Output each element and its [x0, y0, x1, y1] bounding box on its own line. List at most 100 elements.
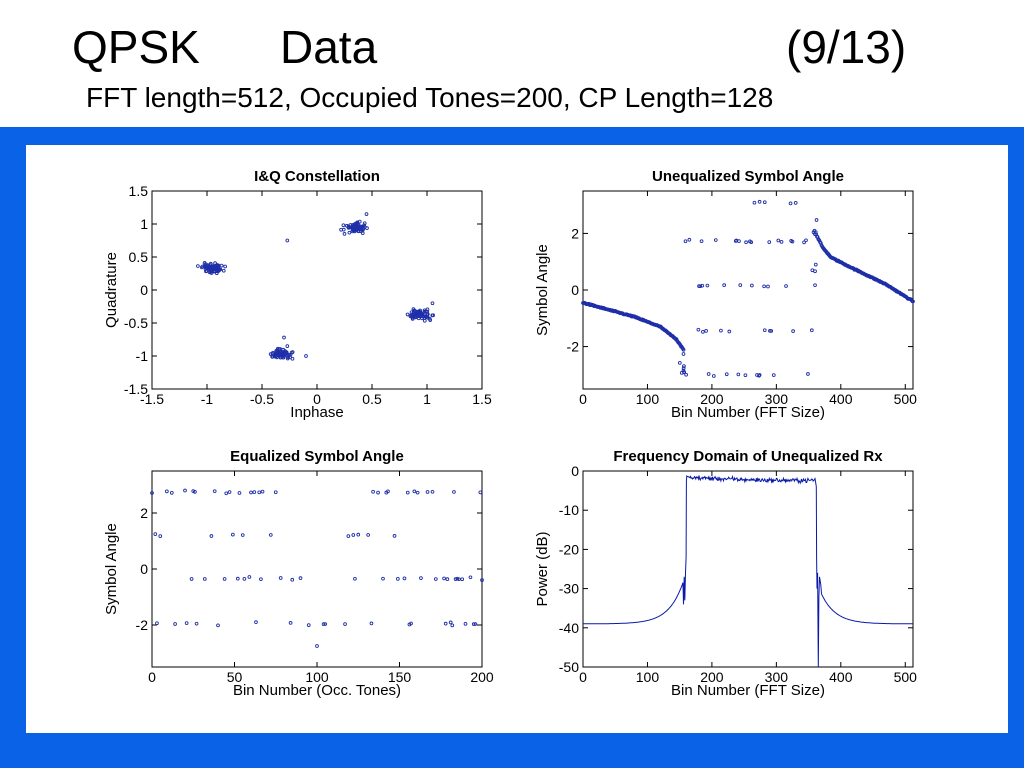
angle-point	[366, 533, 370, 537]
constellation-point	[350, 224, 354, 229]
constellation-point	[278, 355, 283, 360]
constellation-point	[285, 356, 290, 361]
constellation-point	[304, 354, 308, 358]
angle-point	[813, 283, 817, 288]
angle-point	[776, 238, 781, 243]
angle-point	[356, 532, 361, 537]
angle-point	[818, 241, 823, 245]
x-axis-label: Bin Number (Occ. Tones)	[233, 682, 401, 699]
chart-title: Unequalized Symbol Angle	[652, 168, 844, 185]
angle-point	[769, 329, 774, 333]
constellation-point	[209, 269, 214, 274]
angle-point	[793, 201, 798, 205]
plot-area	[583, 474, 913, 668]
angle-point	[369, 621, 374, 626]
constellation-point	[281, 351, 285, 355]
constellation-point	[208, 265, 212, 269]
x-tick-label: 200	[700, 391, 724, 407]
constellation-point	[410, 316, 415, 321]
y-tick-label: 2	[571, 225, 579, 241]
x-tick-label: 100	[636, 669, 660, 685]
angle-point	[237, 491, 242, 495]
y-tick-label: 2	[140, 505, 148, 521]
angle-point	[254, 620, 258, 624]
power-spectrum-line	[583, 474, 913, 668]
constellation-point	[348, 225, 353, 230]
constellation-point	[341, 223, 346, 228]
constellation-point	[424, 315, 429, 319]
y-tick-label: -20	[559, 541, 579, 557]
angle-point	[381, 576, 385, 581]
chart-title: Frequency Domain of Unequalized Rx	[613, 448, 883, 465]
y-axis-label: Symbol Angle	[103, 523, 120, 615]
y-tick-label: 0	[140, 282, 148, 298]
angle-point	[202, 577, 207, 581]
constellation-point	[344, 223, 349, 228]
angle-point	[681, 366, 686, 370]
angle-point	[713, 238, 718, 242]
constellation-point	[282, 335, 286, 340]
y-tick-label: -2	[567, 339, 580, 355]
x-tick-label: 0.5	[362, 391, 382, 407]
angle-point	[216, 623, 220, 628]
angle-point	[802, 240, 806, 245]
angle-point	[212, 489, 217, 494]
y-tick-label: 1.5	[129, 183, 149, 199]
angle-point	[169, 490, 174, 495]
angle-point	[165, 489, 169, 494]
angle-point	[784, 284, 788, 288]
constellation-point	[342, 232, 347, 236]
angle-point	[463, 621, 468, 626]
angle-point	[749, 240, 754, 245]
title-modulation: QPSK	[72, 21, 200, 73]
constellation-point	[209, 271, 214, 275]
y-tick-label: 1	[140, 216, 148, 232]
constellation-point	[204, 269, 209, 273]
angle-point	[681, 347, 686, 352]
x-tick-label: 0	[579, 391, 587, 407]
angle-point	[153, 532, 158, 536]
angle-point	[727, 329, 732, 334]
constellation-point	[272, 354, 277, 359]
angle-point	[743, 373, 748, 378]
constellation-point	[268, 352, 273, 356]
x-tick-label: 200	[700, 669, 724, 685]
constellation-point	[364, 212, 369, 216]
y-axis-label: Quadrature	[103, 252, 120, 328]
y-tick-label: 0	[140, 561, 148, 577]
constellation-point	[199, 265, 204, 270]
angle-point	[704, 329, 708, 333]
angle-point	[158, 534, 163, 538]
angle-point	[762, 200, 767, 205]
angle-point	[242, 577, 247, 581]
angle-point	[290, 577, 295, 582]
x-tick-label: 150	[388, 669, 412, 685]
angle-point	[455, 576, 460, 581]
figure-panel: I&Q Constellation -1.5 -1 -0.5 0 0.5 1 1.5 -1.5 -…	[26, 145, 1008, 733]
constellation-point	[221, 268, 226, 273]
constellation-point	[418, 310, 423, 314]
angle-point	[682, 364, 686, 368]
angle-point	[235, 576, 240, 581]
angle-point	[757, 199, 762, 204]
x-tick-label: 0	[579, 669, 587, 685]
chart-1: I&Q Constellation -1.5 -1 -0.5 0 0.5 1 1.5 -1.5 -…	[103, 168, 492, 421]
x-tick-label: 300	[765, 391, 789, 407]
y-tick-label: -2	[136, 617, 149, 633]
angle-point	[457, 577, 461, 582]
plot-frame	[151, 190, 483, 390]
angle-point	[396, 577, 400, 581]
angle-point	[722, 283, 727, 287]
angle-point	[259, 577, 263, 582]
angle-point	[699, 239, 704, 244]
plot-frame	[582, 190, 914, 390]
angle-point	[738, 283, 743, 287]
plot-area	[581, 199, 915, 378]
constellation-point	[412, 312, 417, 317]
plot-area	[196, 212, 435, 361]
angle-point	[814, 218, 819, 222]
angle-point	[222, 577, 227, 581]
constellation-point	[347, 230, 352, 235]
angle-point	[737, 239, 741, 243]
angle-point	[409, 621, 413, 626]
